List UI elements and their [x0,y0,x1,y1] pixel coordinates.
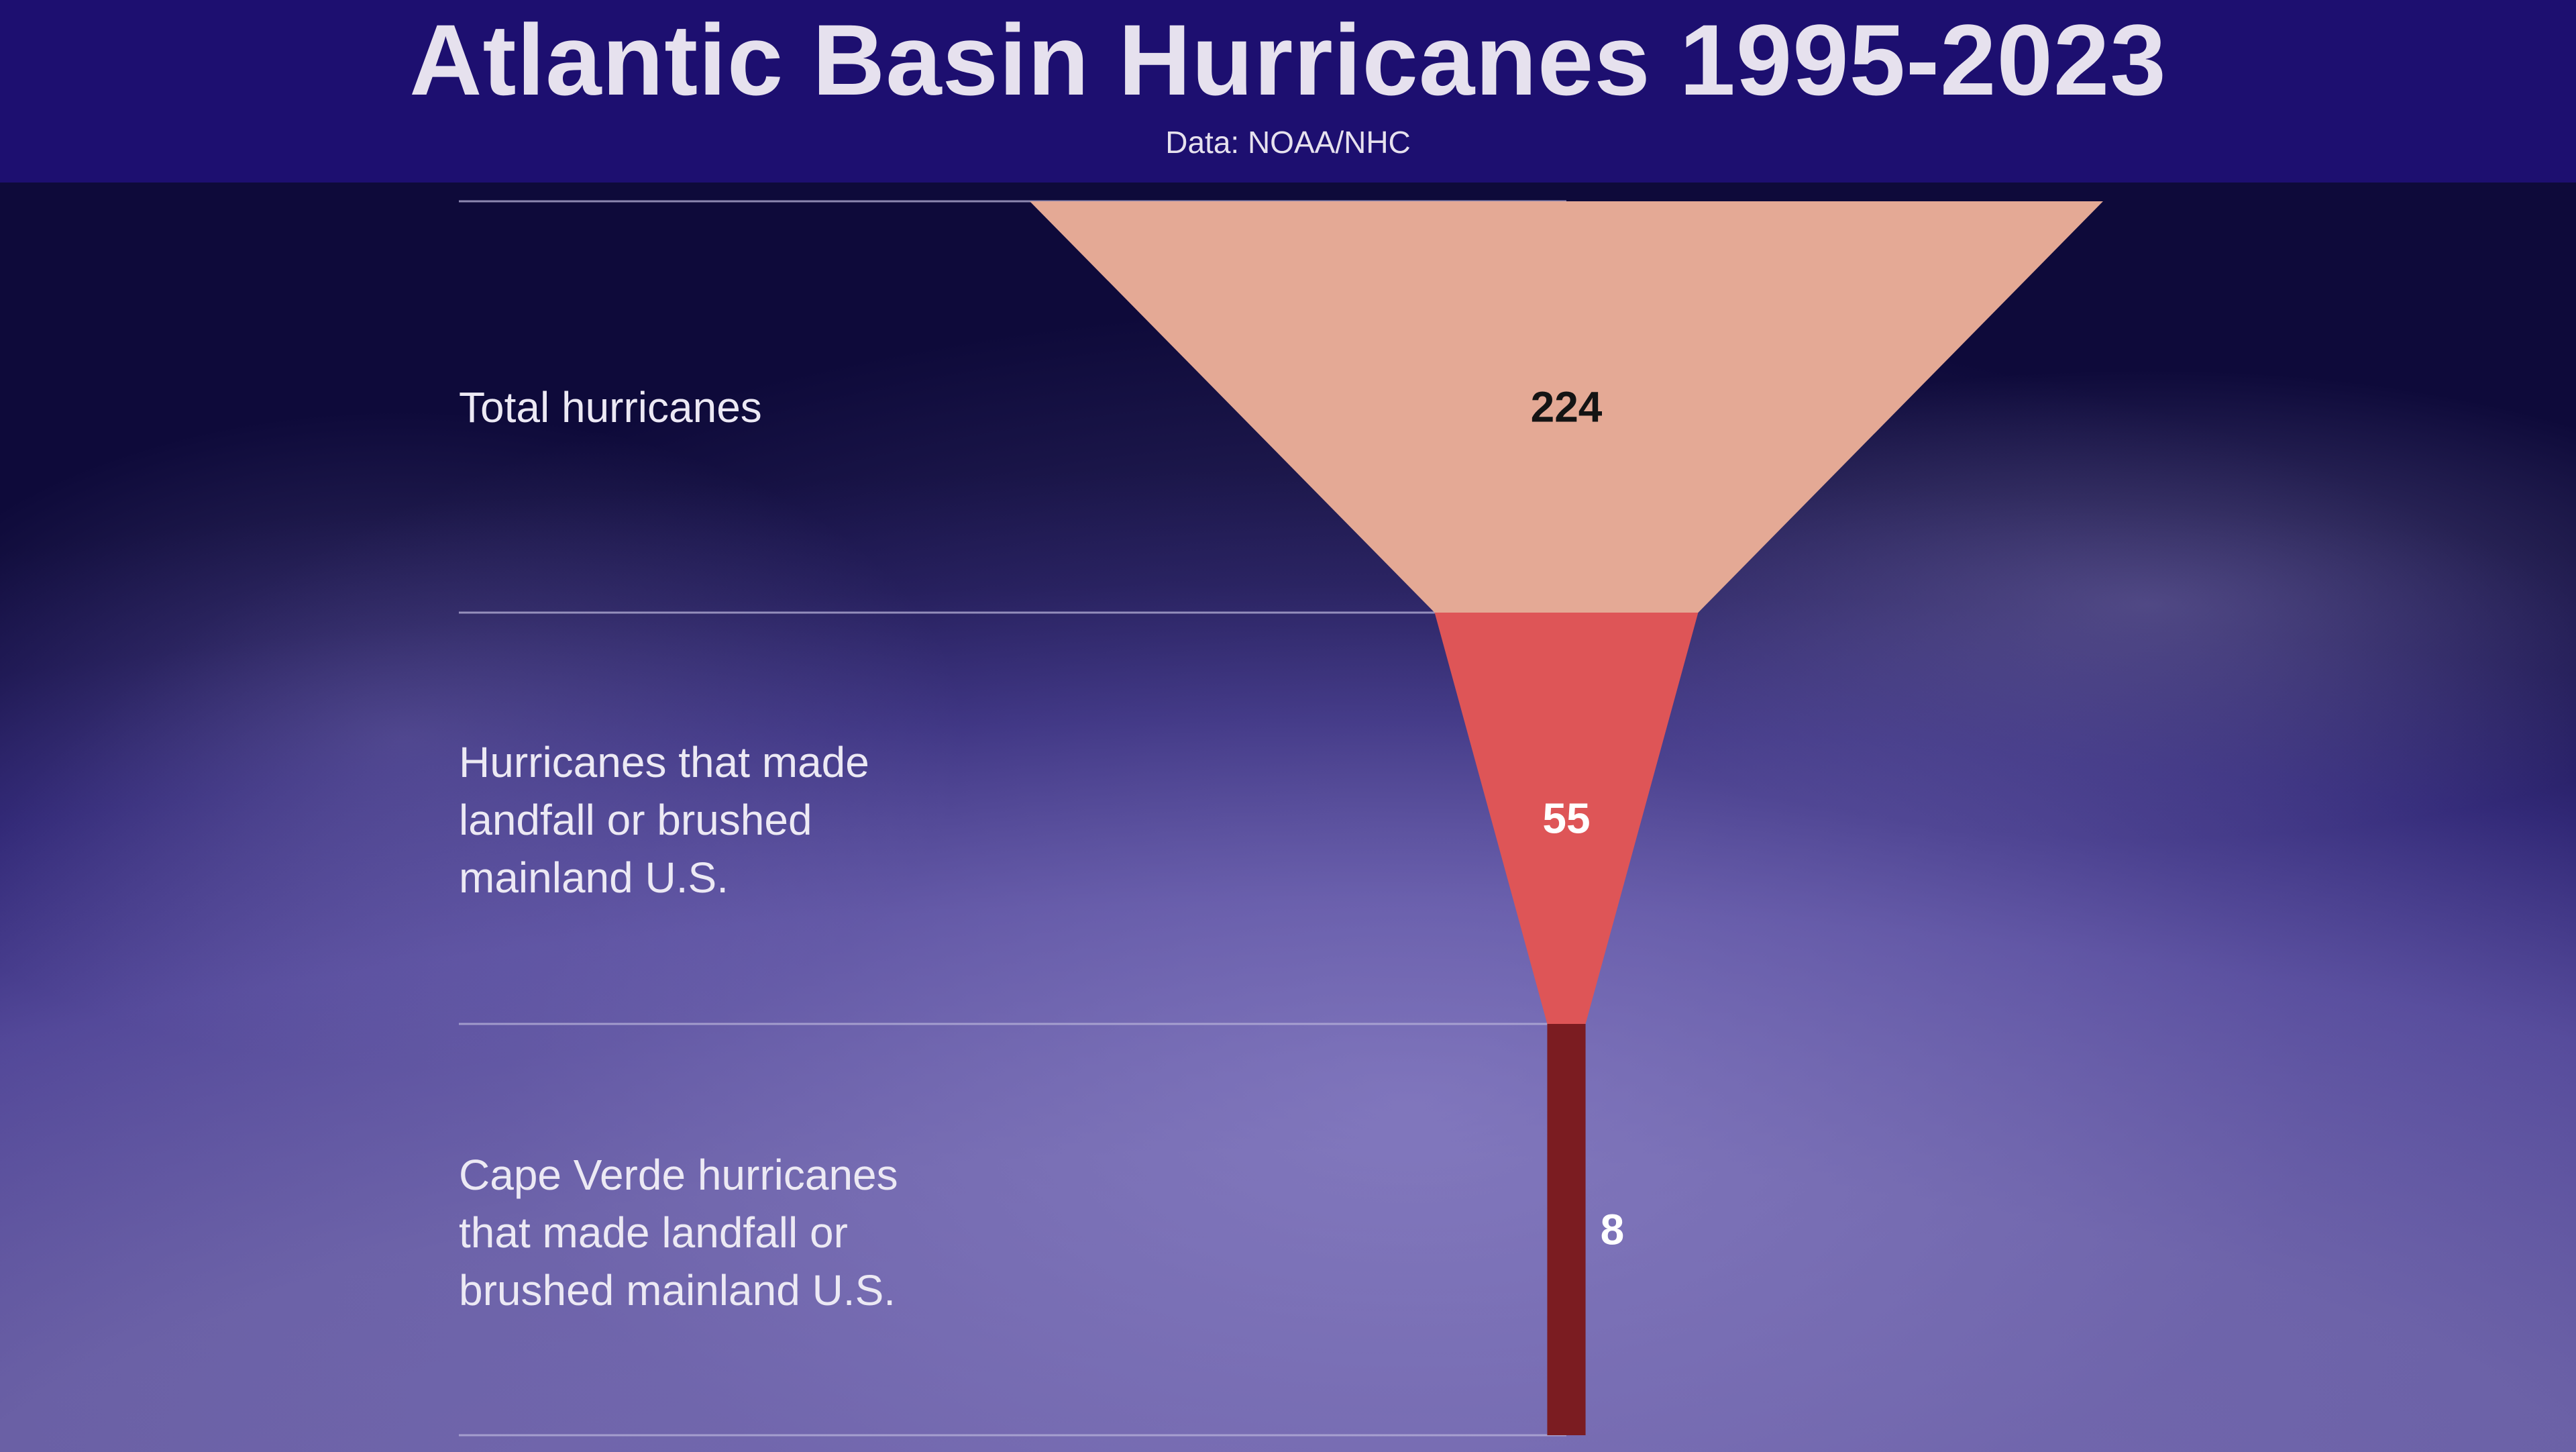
stage-label-us-landfall: Hurricanes that made landfall or brushed… [459,738,869,902]
funnel-stage-1 [1030,201,2103,613]
funnel-stage-2 [1434,613,1699,1024]
chart-header: Atlantic Basin Hurricanes 1995-2023 Data… [0,0,2576,183]
stage-label-total-hurricanes: Total hurricanes [459,383,762,431]
chart-title: Atlantic Basin Hurricanes 1995-2023 [409,3,2167,116]
funnel-value-label-3: 8 [1601,1206,1625,1254]
stage-label-cape-verde-landfall: Cape Verde hurricanes that made landfall… [459,1151,898,1314]
funnel-stage-3 [1547,1024,1586,1435]
funnel-value-label-2: 55 [1542,794,1590,843]
funnel-value-label-1: 224 [1531,383,1603,431]
chart-subtitle: Data: NOAA/NHC [1165,125,1411,160]
